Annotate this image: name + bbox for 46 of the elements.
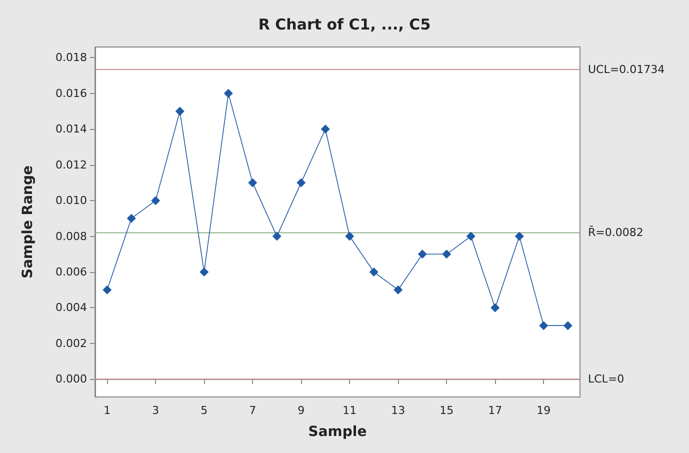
ref-line-label: LCL=0	[588, 372, 624, 386]
point	[563, 321, 572, 330]
x-tick-label: 13	[391, 404, 406, 417]
x-tick-label: 15	[440, 404, 454, 417]
point	[320, 124, 330, 134]
point	[418, 250, 427, 259]
x-tick-label: 17	[488, 404, 502, 417]
point	[466, 232, 476, 241]
point	[224, 88, 233, 98]
point	[296, 178, 306, 188]
point	[102, 285, 112, 294]
y-tick-label: 0.006	[56, 266, 87, 278]
x-tick-label: 7	[249, 404, 256, 417]
point	[272, 232, 282, 241]
x-tick-label: 1	[104, 404, 111, 417]
x-tick-label: 9	[298, 404, 305, 417]
point	[126, 214, 136, 223]
y-tick-label: 0.002	[56, 336, 87, 350]
x-tick-label: 19	[536, 404, 551, 417]
point	[248, 178, 258, 188]
ref-line-label: R̄=0.0082	[588, 225, 644, 240]
y-tick-label: 0.000	[56, 372, 87, 386]
y-tick-label: 0.004	[56, 301, 87, 314]
chart-title: R Chart of C1, ..., C5	[258, 16, 431, 34]
point	[394, 285, 403, 294]
point	[442, 250, 452, 259]
x-tick-label: 11	[342, 404, 357, 417]
y-tick-label: 0.012	[56, 158, 87, 172]
point	[539, 321, 548, 330]
point	[345, 232, 354, 241]
y-tick-label: 0.016	[56, 86, 87, 100]
point	[490, 303, 500, 312]
y-tick-label: 0.014	[56, 122, 87, 136]
point	[175, 106, 184, 116]
x-tick-label: 5	[200, 404, 208, 417]
point	[200, 268, 209, 276]
y-axis-title: Sample Range	[20, 165, 36, 279]
y-tick-label: 0.008	[56, 230, 87, 243]
x-tick-label: 3	[152, 404, 160, 417]
x-axis-title: Sample	[308, 424, 367, 440]
point	[369, 268, 378, 276]
ref-line-label: UCL=0.01734	[588, 63, 665, 76]
point	[514, 232, 524, 241]
y-tick-label: 0.010	[56, 194, 87, 208]
point	[151, 196, 160, 206]
y-tick-label: 0.018	[56, 51, 87, 64]
